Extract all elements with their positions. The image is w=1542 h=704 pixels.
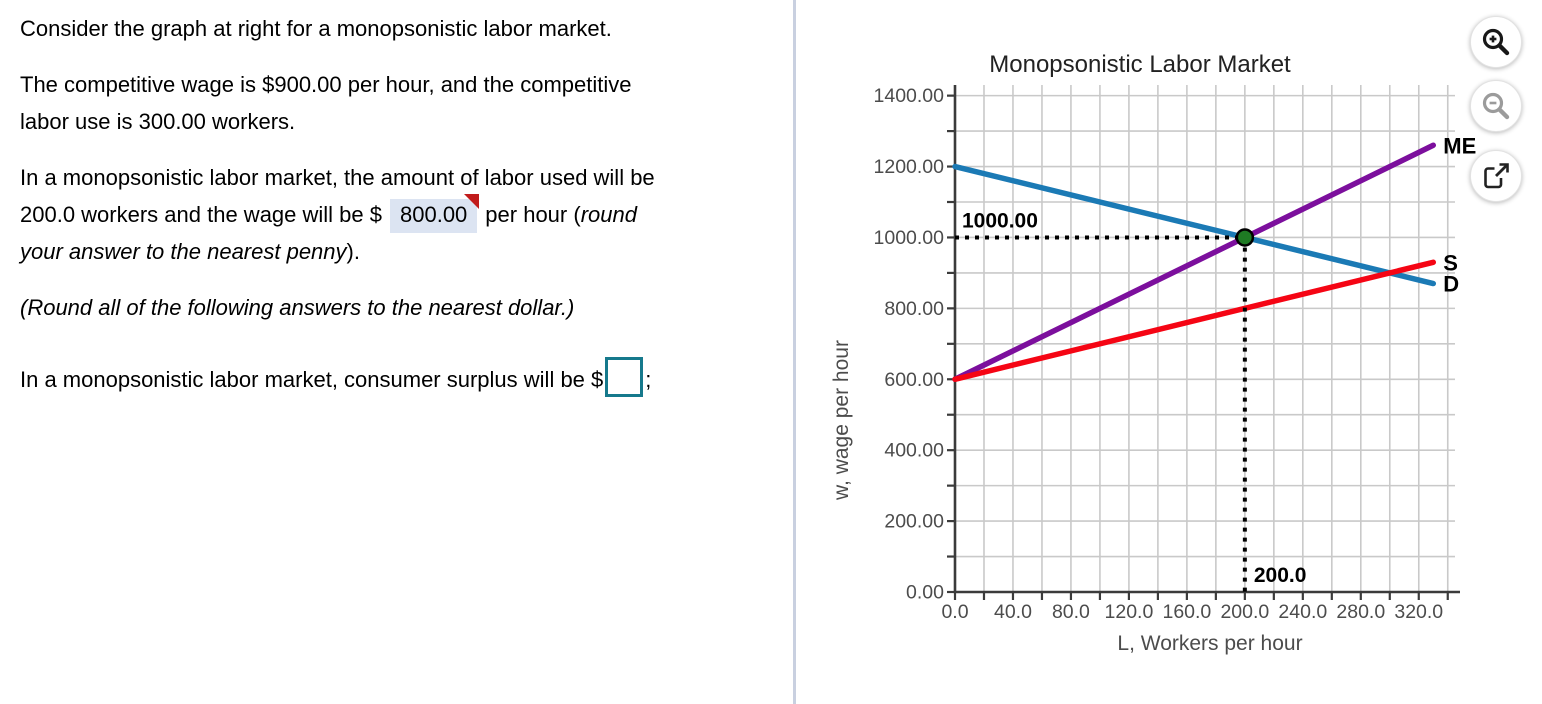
wage-answer-field[interactable]: 800.00 bbox=[390, 194, 480, 233]
paragraph-competitive: The competitive wage is $900.00 per hour… bbox=[20, 66, 790, 140]
paragraph-rounding-note: (Round all of the following answers to t… bbox=[20, 295, 575, 320]
text-line: labor use is 300.00 workers. bbox=[20, 109, 296, 134]
paragraph-consumer-surplus: In a monopsonistic labor market, consume… bbox=[20, 357, 790, 398]
answer-flag-icon bbox=[464, 194, 480, 209]
x-tick-label: 80.0 bbox=[1052, 601, 1090, 623]
text-line: 200.0 workers and the wage will be $ 800.… bbox=[20, 194, 790, 233]
y-tick-label: 1200.00 bbox=[874, 156, 945, 178]
y-tick-label: 200.00 bbox=[884, 511, 944, 533]
d-line-label: D bbox=[1443, 272, 1459, 297]
x-tick-label: 160.0 bbox=[1162, 601, 1211, 623]
y-tick-label: 600.00 bbox=[884, 369, 944, 391]
y-tick-label: 1000.00 bbox=[874, 227, 945, 249]
zoom-out-button[interactable] bbox=[1470, 80, 1522, 132]
y-tick-label: 0.00 bbox=[906, 582, 944, 604]
y-tick-label: 1400.00 bbox=[874, 85, 945, 107]
d-line bbox=[952, 163, 1437, 287]
me-line-label: ME bbox=[1443, 133, 1476, 158]
zoom-in-button[interactable] bbox=[1470, 16, 1522, 68]
wage-answer-value: 800.00 bbox=[400, 202, 468, 227]
y-tick-label: 800.00 bbox=[884, 298, 944, 320]
paragraph-intro: Consider the graph at right for a monops… bbox=[20, 16, 612, 41]
wage-answer-suffix: per hour ( bbox=[485, 202, 581, 227]
y-tick-label: 400.00 bbox=[884, 440, 944, 462]
x-tick-label: 120.0 bbox=[1105, 601, 1154, 623]
x-axis-title: L, Workers per hour bbox=[1117, 632, 1302, 655]
equilibrium-wage-label: 1000.00 bbox=[962, 209, 1038, 232]
consumer-surplus-prefix: In a monopsonistic labor market, consume… bbox=[20, 367, 604, 392]
x-tick-label: 200.0 bbox=[1220, 601, 1269, 623]
labor-market-chart: 0.0 40.0 80.0 120.0 160.0 200.0 240.0 280.0 320.… bbox=[798, 0, 1542, 704]
s-line-label: S bbox=[1443, 250, 1458, 275]
x-tick-label: 280.0 bbox=[1336, 601, 1385, 623]
consumer-surplus-input[interactable] bbox=[605, 357, 644, 397]
zoom-out-icon bbox=[1482, 92, 1510, 120]
x-tick-label: 0.0 bbox=[941, 601, 968, 623]
text-run: ). bbox=[346, 239, 360, 264]
equilibrium-dot bbox=[1235, 228, 1255, 247]
text-line: The competitive wage is $900.00 per hour… bbox=[20, 72, 632, 97]
zoom-in-icon bbox=[1482, 28, 1510, 56]
s-line bbox=[952, 259, 1437, 383]
open-in-new-icon bbox=[1484, 163, 1509, 189]
paragraph-monopsony-answer: In a monopsonistic labor market, the amo… bbox=[20, 159, 790, 270]
panel-divider bbox=[793, 0, 796, 704]
problem-text-panel: Consider the graph at right for a monops… bbox=[20, 10, 790, 417]
text-line: In a monopsonistic labor market, the amo… bbox=[20, 165, 655, 190]
wage-answer-prefix: 200.0 workers and the wage will be $ bbox=[20, 202, 382, 227]
labor-market-chart-svg: 0.0 40.0 80.0 120.0 160.0 200.0 240.0 280.0 320.… bbox=[830, 51, 1476, 655]
x-tick-label: 320.0 bbox=[1394, 601, 1443, 623]
x-tick-label: 40.0 bbox=[994, 601, 1032, 623]
open-in-new-window-button[interactable] bbox=[1470, 150, 1522, 202]
equilibrium-labor-label: 200.0 bbox=[1254, 564, 1307, 587]
chart-title: Monopsonistic Labor Market bbox=[989, 51, 1291, 78]
me-line bbox=[952, 142, 1437, 383]
x-tick-label: 240.0 bbox=[1278, 601, 1327, 623]
text-line: your answer to the nearest penny). bbox=[20, 233, 790, 270]
consumer-surplus-suffix: ; bbox=[645, 367, 652, 392]
italic-text: round bbox=[580, 202, 637, 227]
y-axis-title: w, wage per hour bbox=[830, 340, 853, 501]
italic-text: your answer to the nearest penny bbox=[20, 239, 347, 264]
